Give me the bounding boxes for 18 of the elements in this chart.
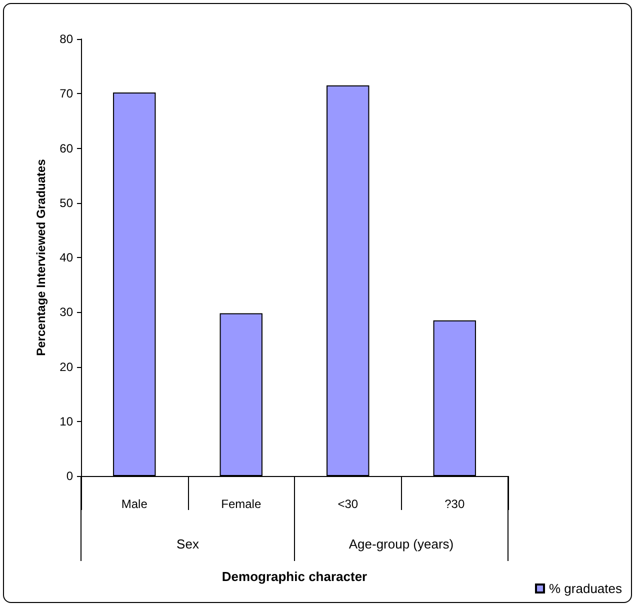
y-tick-label: 20 [60, 360, 74, 374]
y-tick-label: 40 [60, 250, 74, 264]
text: Age-group (years) [348, 536, 454, 552]
x-tick-label: Male [121, 497, 148, 511]
legend-label: % graduates [549, 581, 622, 596]
text: Sex [176, 536, 200, 552]
x-tick-label: ?30 [444, 497, 465, 511]
x-tick-label: <30 [338, 497, 358, 511]
y-axis-title: Percentage Interviewed Graduates [34, 158, 48, 356]
y-tick-label: 80 [60, 32, 74, 46]
y-tick-label: 50 [60, 196, 74, 210]
y-tick-label: 10 [60, 414, 74, 428]
y-tick-label: 30 [60, 305, 74, 320]
x-tick-label: Female [221, 497, 262, 511]
x-axis-title: Demographic character [222, 569, 368, 584]
y-tick-label: 60 [60, 141, 74, 156]
y-tick-label: 70 [60, 86, 74, 101]
y-tick-label: 0 [66, 469, 74, 483]
